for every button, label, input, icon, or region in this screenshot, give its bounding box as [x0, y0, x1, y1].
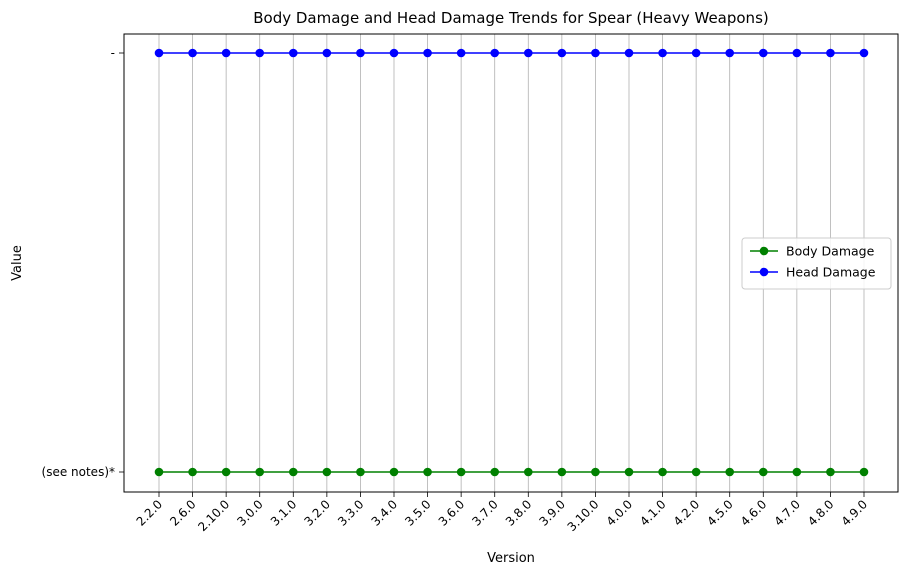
head-damage-point	[288, 48, 298, 58]
body-damage-point	[423, 467, 432, 477]
head-damage-point	[255, 48, 265, 58]
x-tick-label: 2.6.0	[167, 497, 198, 528]
x-tick-label: 3.4.0	[369, 497, 400, 528]
x-tick-label: 3.2.0	[301, 497, 332, 528]
body-damage-point	[792, 467, 802, 477]
body-damage-point	[188, 467, 197, 477]
legend-frame	[741, 237, 892, 290]
x-tick-label: 3.0.0	[234, 497, 265, 528]
legend-label-head-damage: Head Damage	[786, 265, 876, 280]
head-damage-point	[523, 48, 533, 58]
x-tick-label: 3.1.0	[268, 497, 299, 528]
x-tick-label: 4.9.0	[839, 497, 870, 528]
body-damage-point	[859, 467, 869, 477]
body-damage-point	[758, 467, 768, 477]
plot-area-frame	[123, 33, 899, 493]
x-axis-ticks: 2.2.0 2.6.02.10.0 3.0.0 3.1.0 3.2.0 3.3.0 3.4.…	[134, 492, 870, 534]
head-damage-point	[624, 48, 634, 58]
body-damage-point	[456, 467, 466, 477]
body-damage-point	[523, 467, 533, 477]
body-damage-point	[322, 467, 332, 477]
x-tick-label: 3.7.0	[469, 497, 500, 528]
head-damage-point	[389, 48, 399, 58]
x-tick-label: 4.7.0	[771, 497, 802, 528]
body-damage-point	[591, 467, 600, 477]
grid-lines	[158, 34, 865, 492]
head-damage-point	[221, 48, 231, 58]
body-damage-point	[154, 467, 164, 477]
head-damage-point	[188, 48, 197, 58]
head-damage-point	[859, 48, 869, 58]
legend: Body Damage Head Damage	[741, 237, 892, 290]
body-damage-point	[389, 467, 399, 477]
body-damage-point	[826, 467, 835, 477]
body-damage-point	[725, 467, 735, 477]
legend-marker-body-damage	[759, 246, 769, 256]
x-tick-label: 3.9.0	[536, 497, 567, 528]
head-damage-point	[826, 48, 835, 58]
head-damage-point	[758, 48, 768, 58]
y-axis-ticks: (see notes)* -	[42, 46, 124, 479]
x-tick-label: 4.8.0	[805, 497, 836, 528]
head-damage-point	[356, 48, 365, 58]
body-damage-point	[557, 467, 567, 477]
legend-label-body-damage: Body Damage	[786, 244, 875, 259]
x-tick-label: 2.10.0	[195, 497, 232, 534]
y-axis-label: Value	[10, 245, 25, 281]
y-tick-label: -	[111, 46, 115, 60]
series-lines	[154, 48, 869, 477]
head-damage-point	[490, 48, 500, 58]
head-damage-point	[557, 48, 567, 58]
head-damage-point	[725, 48, 735, 58]
body-damage-point	[221, 467, 231, 477]
head-damage-point	[691, 48, 701, 58]
head-damage-point	[322, 48, 332, 58]
x-tick-label: 4.2.0	[671, 497, 702, 528]
y-tick-label: (see notes)*	[42, 465, 115, 479]
x-tick-label: 4.1.0	[637, 497, 668, 528]
x-tick-label: 3.5.0	[402, 497, 433, 528]
x-tick-label: 4.6.0	[738, 497, 769, 528]
legend-marker-head-damage	[759, 267, 769, 277]
head-damage-point	[456, 48, 466, 58]
body-damage-point	[356, 467, 365, 477]
chart-title: Body Damage and Head Damage Trends for S…	[253, 9, 769, 27]
x-tick-label: 3.10.0	[565, 497, 602, 534]
body-damage-point	[288, 467, 298, 477]
body-damage-point	[490, 467, 500, 477]
head-damage-point	[591, 48, 600, 58]
head-damage-point	[423, 48, 432, 58]
body-damage-point	[624, 467, 634, 477]
body-damage-point	[658, 467, 667, 477]
x-tick-label: 3.3.0	[335, 497, 366, 528]
x-tick-label: 3.8.0	[503, 497, 534, 528]
x-tick-label: 4.5.0	[704, 497, 735, 528]
x-axis-label: Version	[487, 551, 535, 566]
body-damage-point	[691, 467, 701, 477]
head-damage-point	[792, 48, 802, 58]
x-tick-label: 2.2.0	[134, 497, 165, 528]
x-tick-label: 4.0.0	[604, 497, 635, 528]
x-tick-label: 3.6.0	[436, 497, 467, 528]
head-damage-point	[154, 48, 164, 58]
body-damage-point	[255, 467, 265, 477]
head-damage-point	[658, 48, 667, 58]
